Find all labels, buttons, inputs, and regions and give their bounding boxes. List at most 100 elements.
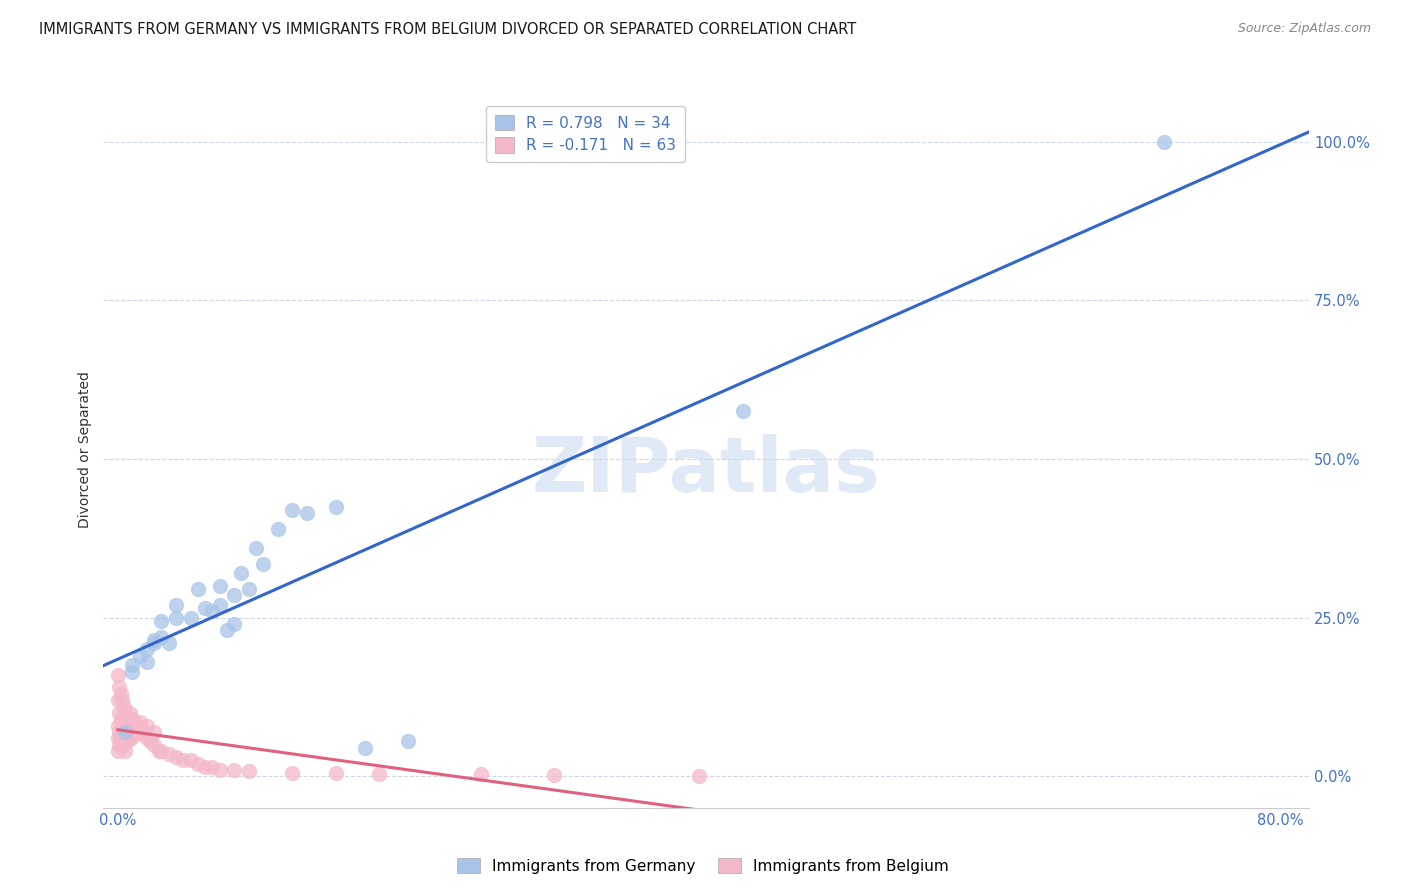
Point bbox=[165, 750, 187, 764]
Point bbox=[117, 712, 139, 726]
Point bbox=[295, 506, 318, 520]
Point bbox=[124, 725, 146, 739]
Point bbox=[224, 617, 246, 632]
Point bbox=[112, 712, 135, 726]
Point bbox=[201, 760, 224, 774]
Point bbox=[128, 648, 150, 663]
Point bbox=[208, 579, 231, 593]
Point bbox=[115, 734, 138, 748]
Point bbox=[121, 665, 143, 679]
Point bbox=[224, 763, 246, 777]
Point bbox=[238, 764, 260, 779]
Text: IMMIGRANTS FROM GERMANY VS IMMIGRANTS FROM BELGIUM DIVORCED OR SEPARATED CORRELA: IMMIGRANTS FROM GERMANY VS IMMIGRANTS FR… bbox=[39, 22, 856, 37]
Point bbox=[245, 541, 267, 555]
Point bbox=[112, 699, 135, 714]
Point bbox=[325, 500, 347, 514]
Point bbox=[150, 614, 173, 628]
Point bbox=[111, 718, 134, 732]
Point bbox=[281, 502, 304, 516]
Point bbox=[180, 754, 202, 768]
Point bbox=[110, 731, 132, 746]
Point bbox=[180, 610, 202, 624]
Point bbox=[543, 768, 565, 782]
Text: Source: ZipAtlas.com: Source: ZipAtlas.com bbox=[1237, 22, 1371, 36]
Point bbox=[1153, 135, 1175, 149]
Point bbox=[187, 582, 209, 596]
Point bbox=[136, 718, 159, 732]
Point bbox=[208, 598, 231, 612]
Point bbox=[107, 667, 129, 681]
Point bbox=[131, 725, 153, 739]
Point bbox=[368, 767, 391, 781]
Point bbox=[688, 769, 710, 783]
Point bbox=[112, 731, 135, 746]
Point bbox=[122, 728, 145, 742]
Point bbox=[110, 712, 132, 726]
Point bbox=[139, 734, 162, 748]
Point bbox=[208, 763, 231, 777]
Point bbox=[114, 706, 136, 720]
Point bbox=[143, 738, 166, 752]
Point bbox=[252, 557, 274, 571]
Point bbox=[150, 630, 173, 644]
Point bbox=[143, 725, 166, 739]
Point bbox=[731, 404, 754, 418]
Point bbox=[148, 744, 170, 758]
Point bbox=[127, 718, 149, 732]
Point bbox=[172, 754, 194, 768]
Point bbox=[118, 706, 141, 720]
Point bbox=[107, 693, 129, 707]
Point bbox=[398, 734, 420, 748]
Point bbox=[224, 589, 246, 603]
Point bbox=[117, 731, 139, 746]
Point bbox=[110, 687, 132, 701]
Point bbox=[325, 766, 347, 780]
Point bbox=[121, 725, 143, 739]
Point bbox=[157, 636, 180, 650]
Point bbox=[118, 725, 141, 739]
Point bbox=[136, 655, 159, 669]
Point bbox=[194, 601, 217, 615]
Point bbox=[108, 738, 131, 752]
Point bbox=[143, 632, 166, 647]
Point bbox=[157, 747, 180, 761]
Point bbox=[231, 566, 253, 581]
Point bbox=[165, 598, 187, 612]
Point bbox=[354, 740, 377, 755]
Point bbox=[136, 642, 159, 657]
Point bbox=[115, 715, 138, 730]
Point bbox=[238, 582, 260, 596]
Point bbox=[120, 731, 142, 746]
Point bbox=[107, 731, 129, 746]
Point bbox=[267, 522, 290, 536]
Point bbox=[215, 624, 238, 638]
Point bbox=[107, 744, 129, 758]
Point bbox=[111, 693, 134, 707]
Text: ZIPatlas: ZIPatlas bbox=[531, 434, 880, 508]
Point bbox=[121, 658, 143, 673]
Y-axis label: Divorced or Separated: Divorced or Separated bbox=[79, 371, 93, 528]
Point bbox=[125, 722, 148, 736]
Point bbox=[136, 731, 159, 746]
Point bbox=[107, 718, 129, 732]
Point bbox=[128, 715, 150, 730]
Point bbox=[201, 604, 224, 618]
Point bbox=[108, 725, 131, 739]
Point bbox=[121, 712, 143, 726]
Point bbox=[132, 728, 155, 742]
Point bbox=[108, 706, 131, 720]
Point bbox=[114, 725, 136, 739]
Point bbox=[114, 744, 136, 758]
Point bbox=[194, 760, 217, 774]
Legend: Immigrants from Germany, Immigrants from Belgium: Immigrants from Germany, Immigrants from… bbox=[451, 852, 955, 880]
Point bbox=[114, 725, 136, 739]
Point bbox=[122, 715, 145, 730]
Point bbox=[143, 636, 166, 650]
Point bbox=[108, 681, 131, 695]
Point bbox=[165, 610, 187, 624]
Point bbox=[281, 766, 304, 780]
Legend: R = 0.798   N = 34, R = -0.171   N = 63: R = 0.798 N = 34, R = -0.171 N = 63 bbox=[486, 105, 685, 162]
Point bbox=[120, 718, 142, 732]
Point bbox=[111, 738, 134, 752]
Point bbox=[150, 744, 173, 758]
